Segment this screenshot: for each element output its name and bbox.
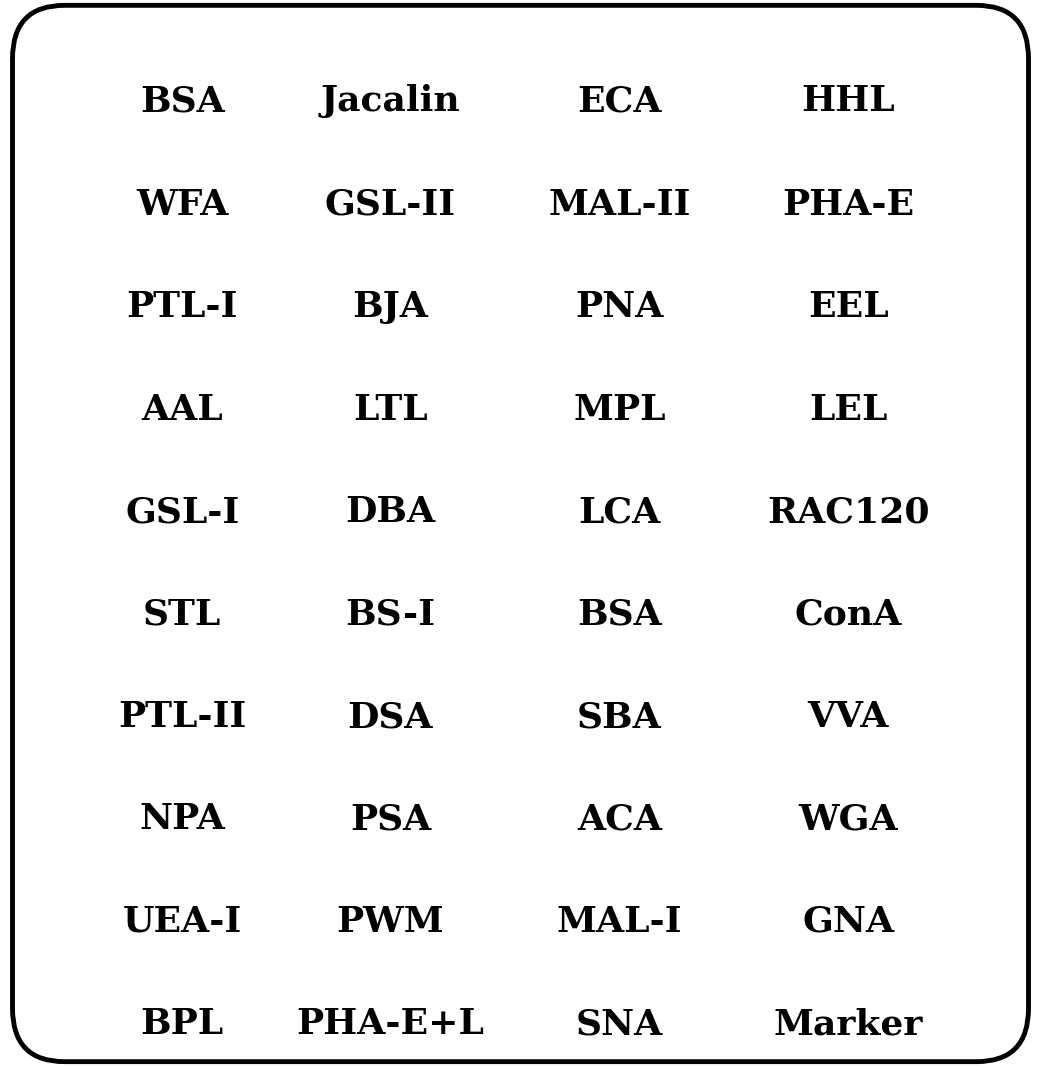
Text: GNA: GNA: [803, 905, 894, 939]
Text: ACA: ACA: [577, 802, 662, 837]
Text: BSA: BSA: [577, 598, 662, 632]
Text: HHL: HHL: [802, 84, 895, 118]
Text: LCA: LCA: [578, 495, 661, 529]
Text: PHA-E+L: PHA-E+L: [297, 1007, 484, 1041]
Text: DBA: DBA: [346, 495, 435, 529]
Text: MAL-II: MAL-II: [549, 188, 690, 222]
Text: GSL-II: GSL-II: [325, 188, 456, 222]
Text: UEA-I: UEA-I: [123, 905, 242, 939]
Text: PSA: PSA: [350, 802, 431, 837]
Text: PWM: PWM: [336, 905, 445, 939]
Text: ConA: ConA: [794, 598, 903, 632]
Text: LEL: LEL: [809, 393, 888, 427]
Text: SNA: SNA: [576, 1007, 663, 1041]
Text: NPA: NPA: [139, 802, 225, 837]
Text: Marker: Marker: [773, 1007, 923, 1041]
Text: BS-I: BS-I: [346, 598, 435, 632]
Text: PHA-E: PHA-E: [783, 188, 914, 222]
Text: ECA: ECA: [577, 84, 662, 118]
Text: LTL: LTL: [353, 393, 428, 427]
Text: PTL-II: PTL-II: [118, 700, 247, 734]
Text: PTL-I: PTL-I: [127, 290, 237, 324]
Text: SBA: SBA: [577, 700, 662, 734]
Text: PNA: PNA: [576, 290, 663, 324]
Text: WGA: WGA: [798, 802, 898, 837]
Text: BSA: BSA: [139, 84, 225, 118]
Text: BPL: BPL: [141, 1007, 224, 1041]
Text: MPL: MPL: [574, 393, 665, 427]
Text: Jacalin: Jacalin: [321, 84, 460, 118]
Text: RAC120: RAC120: [767, 495, 930, 529]
Text: GSL-I: GSL-I: [125, 495, 239, 529]
Text: MAL-I: MAL-I: [557, 905, 682, 939]
Text: WFA: WFA: [136, 188, 228, 222]
Text: BJA: BJA: [353, 290, 428, 324]
Text: VVA: VVA: [808, 700, 889, 734]
Text: AAL: AAL: [142, 393, 223, 427]
FancyBboxPatch shape: [12, 5, 1029, 1062]
Text: DSA: DSA: [348, 700, 433, 734]
Text: EEL: EEL: [808, 290, 889, 324]
Text: STL: STL: [143, 598, 222, 632]
